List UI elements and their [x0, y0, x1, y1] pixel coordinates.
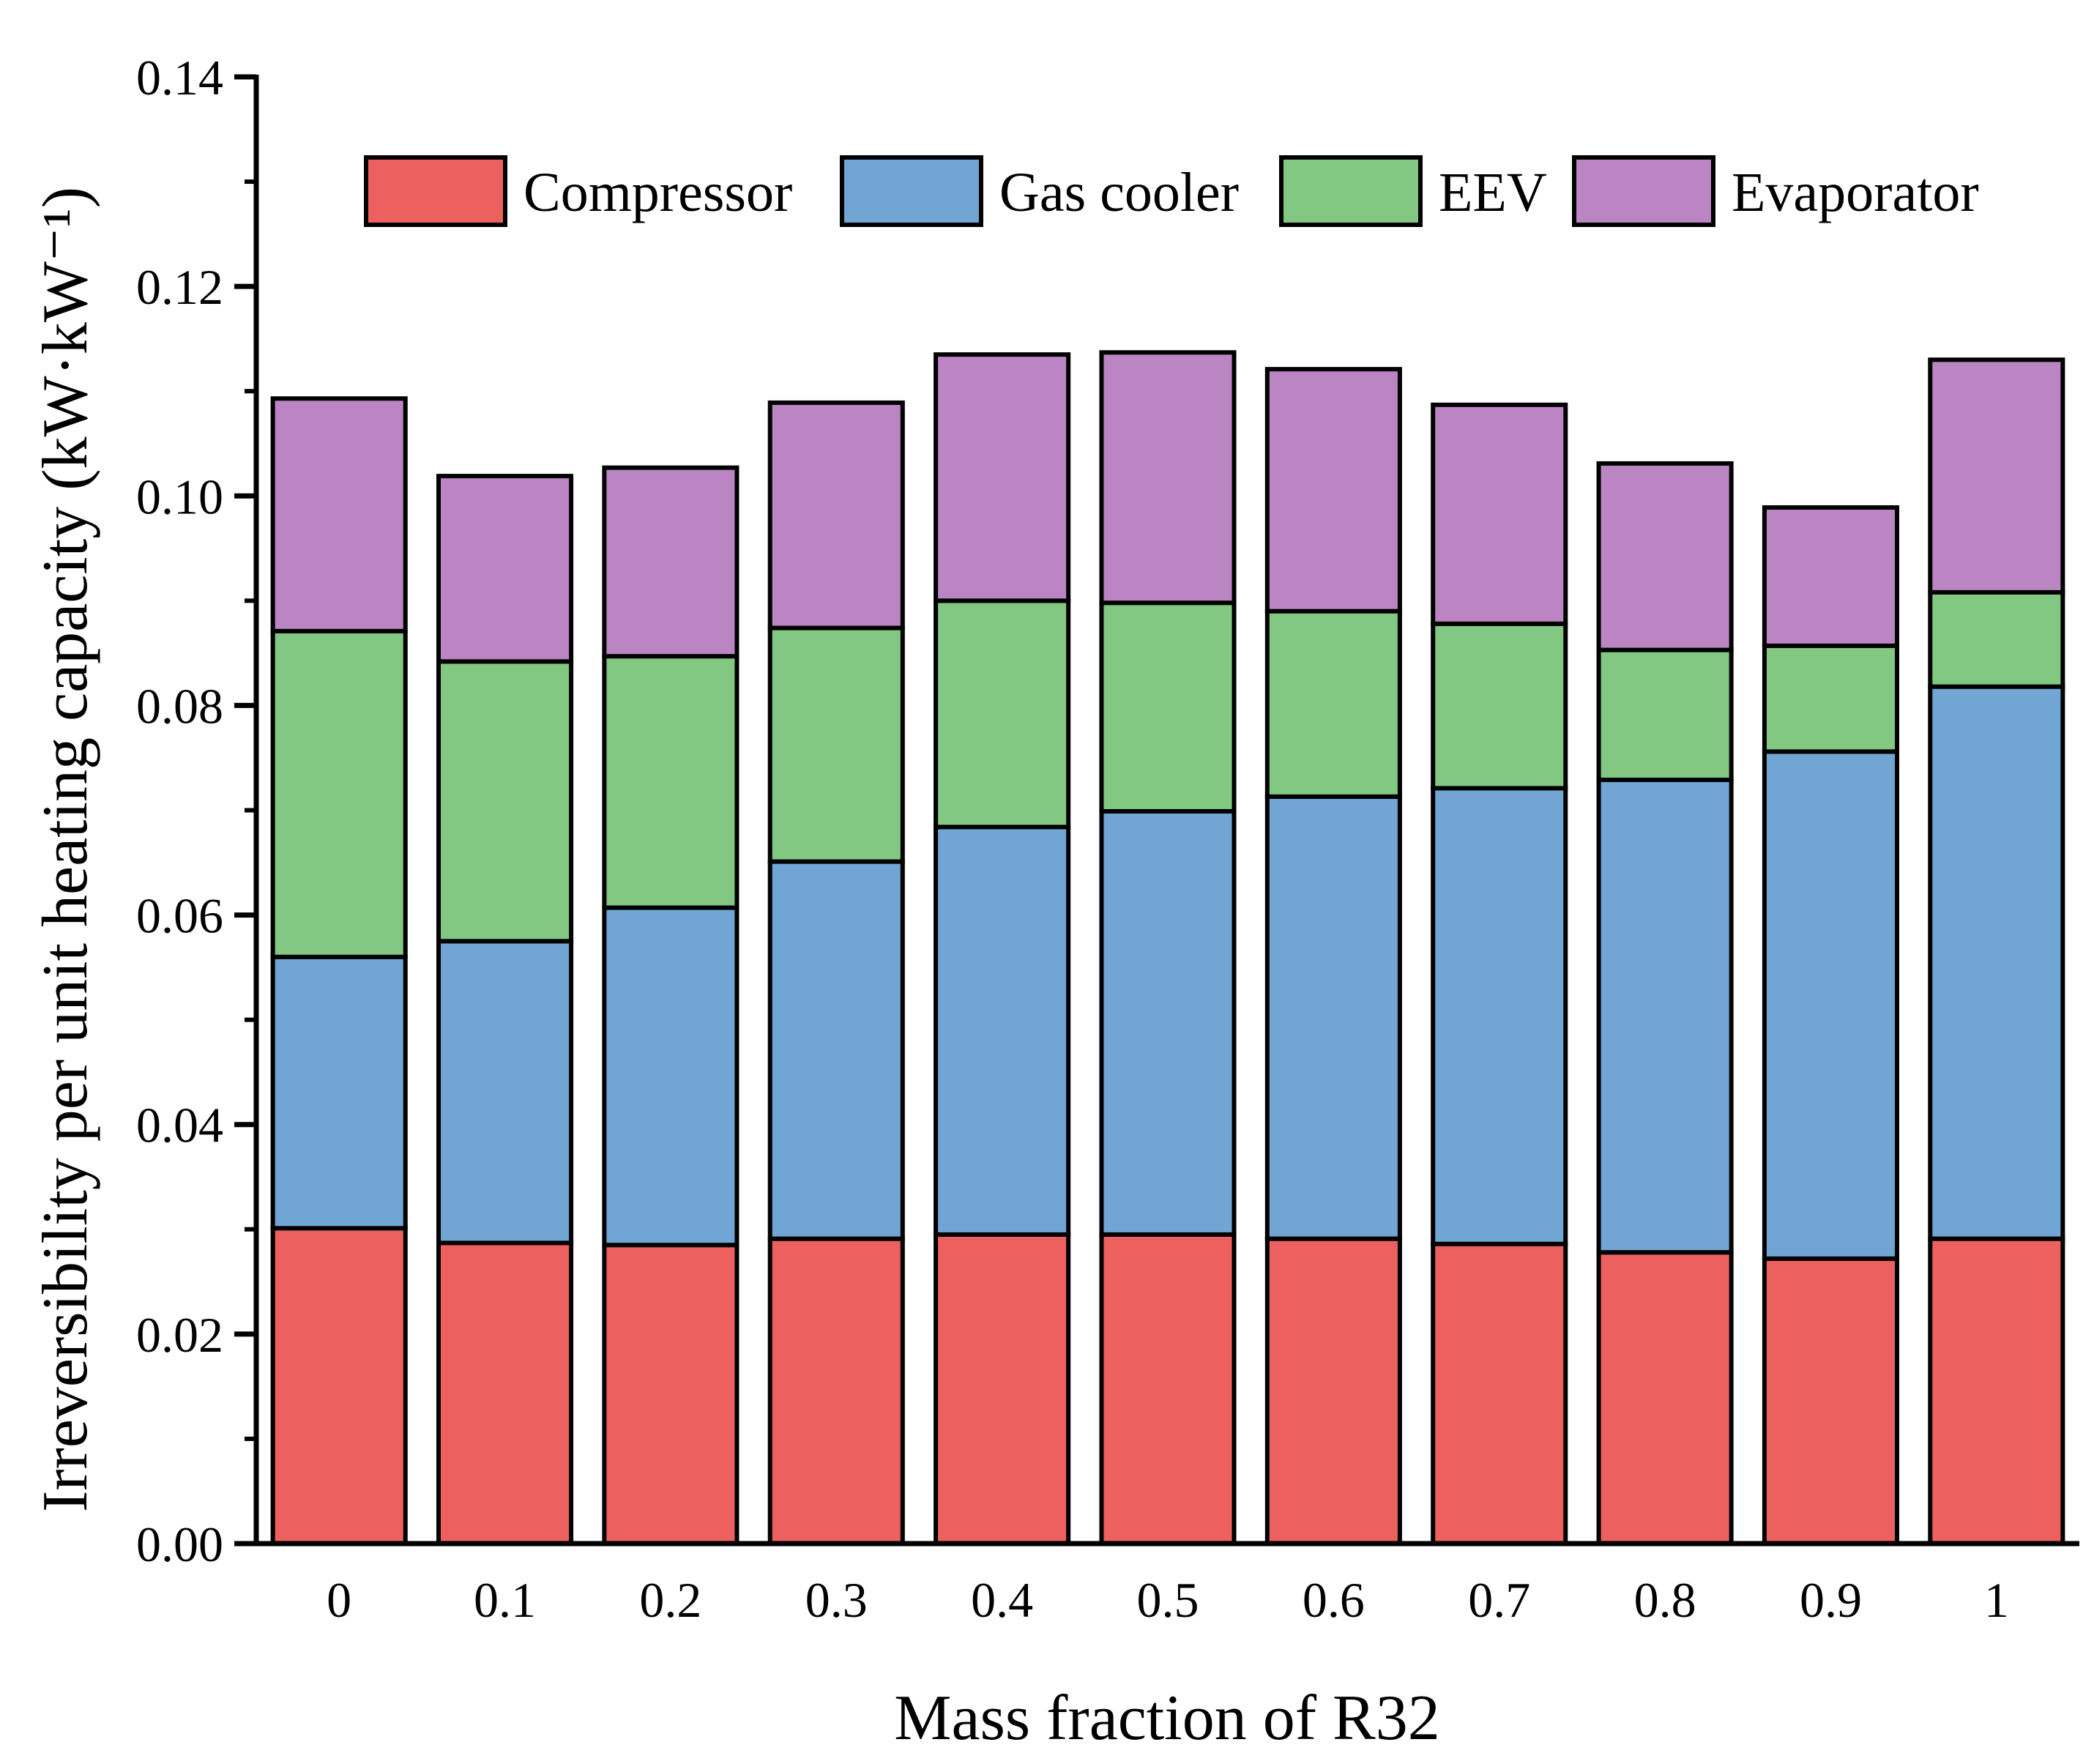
x-axis-title: Mass fraction of R32 [894, 1683, 1439, 1754]
x-tick-label: 0.3 [805, 1572, 868, 1628]
y-tick-label: 0.06 [136, 888, 223, 944]
bar-gas-cooler-0.9 [1762, 749, 1900, 1261]
bar-eev-0.6 [1264, 609, 1402, 799]
bar-evaporator-0.1 [436, 474, 574, 664]
y-tick-label: 0.12 [136, 259, 223, 315]
x-tick-label: 0 [327, 1572, 351, 1628]
bar-gas-cooler-1 [1928, 684, 2065, 1241]
x-tick-label: 0.9 [1800, 1572, 1862, 1628]
bar-eev-0.8 [1596, 647, 1734, 783]
bar-eev-0.1 [436, 659, 574, 944]
bar-compressor-0.6 [1264, 1236, 1402, 1546]
bar-compressor-0.9 [1762, 1256, 1900, 1546]
bar-compressor-0.4 [934, 1232, 1071, 1547]
bar-eev-1 [1928, 589, 2065, 689]
bar-eev-0.7 [1431, 621, 1568, 791]
bar-gas-cooler-0 [270, 954, 408, 1231]
legend-swatch-evaporator [1572, 155, 1715, 227]
legend-label-compressor: Compressor [524, 162, 792, 223]
bar-gas-cooler-0.3 [767, 859, 905, 1241]
axes-group: 0 0.1 0.2 0.3 0.4 0.5 0.6 0.7 0.8 0.9 1 0.00 0.02 0.0… [136, 50, 2079, 1628]
bar-evaporator-1 [1928, 357, 2065, 595]
x-tick-label: 0.1 [474, 1572, 536, 1628]
x-tick-label: 0.7 [1468, 1572, 1530, 1628]
bar-gas-cooler-0.1 [436, 939, 574, 1246]
y-tick-label: 0.14 [136, 50, 223, 105]
bar-gas-cooler-0.4 [934, 825, 1071, 1237]
bar-eev-0.2 [602, 654, 739, 910]
y-tick-label: 0.10 [136, 469, 223, 524]
bar-eev-0.5 [1099, 600, 1237, 814]
x-tick-label: 0.8 [1634, 1572, 1696, 1628]
bar-evaporator-0.2 [602, 465, 739, 659]
bar-eev-0.9 [1762, 643, 1900, 754]
x-tick-label: 0.6 [1303, 1572, 1365, 1628]
bar-compressor-0.2 [602, 1243, 739, 1547]
bar-compressor-1 [1928, 1236, 2065, 1546]
legend-label-eev: EEV [1439, 162, 1547, 223]
y-tick-label: 0.08 [136, 678, 223, 734]
bar-eev-0 [270, 628, 408, 959]
bar-gas-cooler-0.7 [1431, 786, 1568, 1246]
bar-compressor-0.8 [1596, 1250, 1734, 1547]
bar-evaporator-0.5 [1099, 350, 1237, 606]
y-tick-label: 0.04 [136, 1098, 223, 1153]
bar-compressor-0.5 [1099, 1232, 1237, 1547]
bar-compressor-0.3 [767, 1236, 905, 1546]
x-tick-label: 0.5 [1137, 1572, 1199, 1628]
legend-swatch-eev [1279, 155, 1423, 227]
bar-eev-0.3 [767, 625, 905, 864]
legend-swatch-compressor [364, 155, 507, 227]
bar-compressor-0.7 [1431, 1241, 1568, 1546]
y-tick-label: 0.02 [136, 1307, 223, 1363]
bar-evaporator-0 [270, 396, 408, 633]
bar-evaporator-0.4 [934, 352, 1071, 603]
x-tick-label: 0.2 [639, 1572, 701, 1628]
x-tick-label: 1 [1984, 1572, 2009, 1628]
bar-eev-0.4 [934, 598, 1071, 830]
bar-gas-cooler-0.5 [1099, 808, 1237, 1237]
legend-label-evaporator: Evaporator [1732, 162, 1979, 223]
bars-group [270, 350, 2065, 1547]
y-tick-label: 0.00 [136, 1516, 223, 1572]
bar-evaporator-0.3 [767, 400, 905, 630]
bar-compressor-0 [270, 1226, 408, 1546]
bar-evaporator-0.7 [1431, 402, 1568, 626]
legend-swatch-gas-cooler [840, 155, 983, 227]
y-axis-title: Irreversibility per unit heating capacit… [30, 187, 101, 1512]
bar-gas-cooler-0.6 [1264, 794, 1402, 1241]
bar-evaporator-0.6 [1264, 367, 1402, 614]
bar-compressor-0.1 [436, 1240, 574, 1546]
bar-evaporator-0.8 [1596, 461, 1734, 652]
x-tick-label: 0.4 [971, 1572, 1033, 1628]
bar-gas-cooler-0.8 [1596, 778, 1734, 1255]
legend: Compressor Gas cooler EEV Evaporator [364, 155, 1979, 227]
legend-label-gas-cooler: Gas cooler [999, 162, 1239, 223]
bar-evaporator-0.9 [1762, 505, 1900, 648]
bar-gas-cooler-0.2 [602, 905, 739, 1248]
